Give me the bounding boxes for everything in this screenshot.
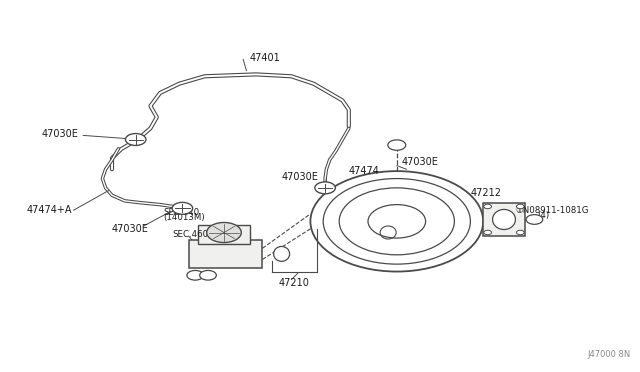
Text: 47474+A: 47474+A: [27, 205, 72, 215]
Text: SEC.460: SEC.460: [173, 230, 209, 239]
FancyBboxPatch shape: [198, 225, 250, 244]
Circle shape: [207, 222, 241, 243]
Ellipse shape: [493, 209, 515, 230]
Text: 47210: 47210: [278, 278, 309, 288]
FancyBboxPatch shape: [189, 240, 262, 268]
Text: 47401: 47401: [250, 53, 280, 62]
Text: (4): (4): [538, 211, 550, 220]
Circle shape: [172, 202, 193, 214]
Text: ①N08911-1081G: ①N08911-1081G: [515, 206, 589, 215]
Circle shape: [388, 140, 406, 150]
Text: SEC.140: SEC.140: [163, 208, 199, 217]
Text: 47030E: 47030E: [402, 157, 439, 167]
Circle shape: [516, 230, 524, 235]
Circle shape: [125, 134, 146, 145]
Text: J47000 8N: J47000 8N: [587, 350, 630, 359]
Ellipse shape: [274, 246, 289, 261]
Circle shape: [200, 270, 216, 280]
FancyBboxPatch shape: [483, 203, 525, 236]
Circle shape: [516, 204, 524, 209]
Text: (14013M): (14013M): [163, 213, 205, 222]
Circle shape: [187, 270, 204, 280]
Text: 47030E: 47030E: [282, 172, 319, 182]
Text: 47212: 47212: [470, 189, 501, 198]
Circle shape: [526, 215, 543, 224]
Text: 47030E: 47030E: [42, 129, 79, 139]
Circle shape: [315, 182, 335, 194]
Circle shape: [484, 230, 492, 235]
Text: 47474: 47474: [349, 166, 380, 176]
Circle shape: [484, 204, 492, 209]
Text: 47030E: 47030E: [112, 224, 149, 234]
